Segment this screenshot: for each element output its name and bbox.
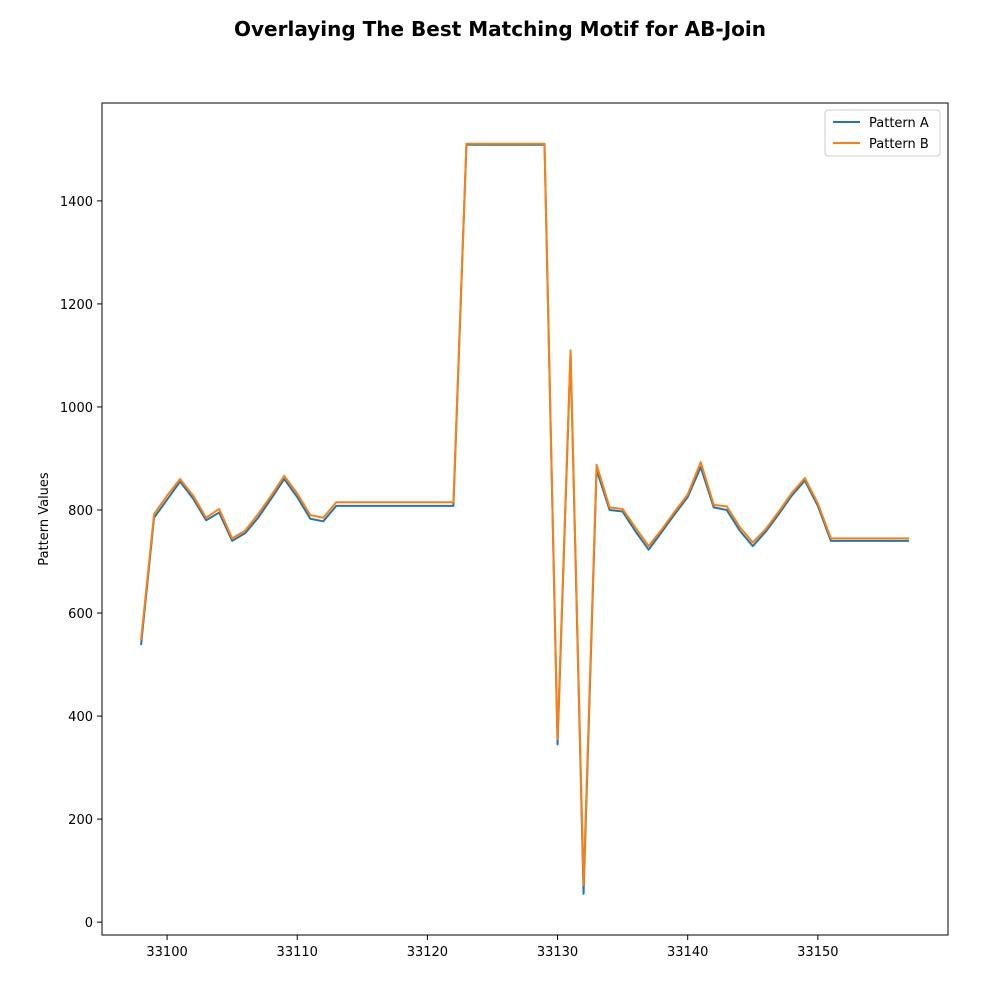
y-tick-label: 1000 bbox=[60, 401, 93, 416]
plot-frame bbox=[101, 102, 949, 936]
x-axis: 33100 33110 33120 33130 33140 33150 bbox=[146, 935, 839, 960]
x-tick-label: 33100 bbox=[146, 945, 187, 960]
y-tick-label: 1200 bbox=[60, 298, 93, 313]
series-line-pattern-b bbox=[140, 142, 909, 887]
x-tick-label: 33150 bbox=[797, 945, 838, 960]
y-axis-label: Pattern Values bbox=[37, 472, 52, 566]
legend-label: Pattern B bbox=[869, 137, 929, 152]
y-tick-label: 200 bbox=[68, 813, 93, 828]
legend: Pattern A Pattern B bbox=[824, 109, 941, 157]
x-tick-label: 33110 bbox=[277, 945, 318, 960]
x-tick-label: 33140 bbox=[667, 945, 708, 960]
y-tick-label: 1400 bbox=[60, 195, 93, 210]
legend-label: Pattern A bbox=[869, 116, 929, 131]
y-axis: 0 200 400 600 800 1000 1200 1400 bbox=[60, 195, 102, 931]
chart-title: Overlaying The Best Matching Motif for A… bbox=[234, 17, 766, 41]
series-layer bbox=[140, 142, 909, 895]
x-tick-label: 33130 bbox=[537, 945, 578, 960]
y-tick-label: 400 bbox=[68, 710, 93, 725]
y-tick-label: 600 bbox=[68, 607, 93, 622]
series-line-pattern-a bbox=[140, 143, 909, 895]
x-tick-label: 33120 bbox=[407, 945, 448, 960]
y-tick-label: 800 bbox=[68, 504, 93, 519]
y-tick-label: 0 bbox=[85, 916, 93, 931]
